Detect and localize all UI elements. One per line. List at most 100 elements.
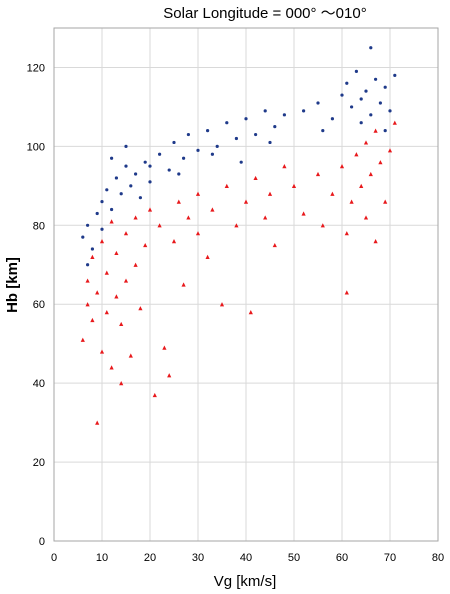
data-point-red bbox=[253, 175, 258, 181]
x-tick-label: 50 bbox=[288, 552, 300, 564]
data-point-blue bbox=[345, 81, 349, 85]
data-point-red bbox=[373, 128, 378, 133]
data-point-blue bbox=[114, 176, 118, 180]
data-point-blue bbox=[273, 125, 277, 129]
data-point-red bbox=[349, 199, 354, 204]
data-point-red bbox=[90, 317, 95, 323]
data-point-blue bbox=[369, 113, 373, 117]
data-point-red bbox=[363, 140, 369, 145]
data-point-blue bbox=[321, 129, 325, 133]
data-point-red bbox=[368, 171, 373, 177]
data-point-red bbox=[383, 199, 388, 204]
data-point-red bbox=[339, 164, 345, 169]
data-point-red bbox=[181, 282, 186, 287]
data-point-blue bbox=[244, 117, 248, 121]
data-point-red bbox=[195, 231, 201, 236]
data-point-red bbox=[267, 191, 273, 196]
data-point-red bbox=[186, 215, 191, 220]
data-point-blue bbox=[225, 121, 229, 125]
data-point-red bbox=[392, 120, 397, 125]
data-point-red bbox=[167, 373, 172, 378]
data-point-red bbox=[263, 215, 268, 220]
y-tick-labels: 0 20 40 60 80 100 120 bbox=[27, 62, 45, 548]
data-point-red bbox=[143, 242, 148, 248]
data-point-blue bbox=[148, 164, 152, 168]
data-point-blue bbox=[182, 156, 186, 160]
data-point-red bbox=[123, 231, 129, 236]
data-point-red bbox=[138, 306, 143, 311]
data-point-blue bbox=[263, 109, 267, 113]
data-point-blue bbox=[282, 113, 286, 117]
data-point-red bbox=[378, 160, 383, 165]
y-tick-label: 20 bbox=[33, 457, 45, 469]
y-tick-label: 40 bbox=[33, 378, 45, 390]
data-point-red bbox=[171, 238, 177, 244]
data-point-blue bbox=[186, 132, 190, 137]
grid bbox=[53, 28, 439, 542]
data-point-red bbox=[99, 349, 105, 354]
data-point-red bbox=[85, 302, 90, 307]
data-point-blue bbox=[95, 211, 99, 216]
data-point-blue bbox=[177, 172, 181, 176]
y-tick-label: 0 bbox=[39, 536, 45, 548]
data-point-blue bbox=[129, 184, 133, 188]
data-point-red bbox=[114, 250, 119, 256]
data-point-red bbox=[291, 183, 297, 188]
data-point-red bbox=[301, 211, 306, 216]
data-point-blue bbox=[105, 188, 109, 192]
data-point-red bbox=[210, 207, 215, 212]
data-point-red bbox=[147, 207, 153, 212]
data-point-blue bbox=[234, 136, 238, 141]
data-point-blue bbox=[148, 180, 152, 184]
data-point-blue bbox=[364, 89, 368, 93]
data-point-red bbox=[373, 238, 378, 244]
data-point-red bbox=[330, 191, 335, 196]
data-point-red bbox=[315, 171, 321, 177]
data-point-blue bbox=[172, 140, 176, 145]
data-point-red bbox=[224, 183, 229, 188]
data-point-red bbox=[162, 345, 167, 350]
x-tick-label: 0 bbox=[51, 552, 57, 564]
data-point-blue bbox=[138, 196, 142, 200]
data-point-blue bbox=[215, 144, 219, 148]
data-point-blue bbox=[100, 227, 104, 231]
x-tick-label: 60 bbox=[336, 552, 348, 564]
data-point-blue bbox=[354, 69, 358, 74]
data-point-blue bbox=[86, 263, 90, 267]
data-point-blue bbox=[143, 160, 147, 164]
data-point-blue bbox=[302, 109, 306, 113]
x-axis-label: Vg [km/s] bbox=[214, 573, 277, 590]
data-point-blue bbox=[100, 200, 104, 204]
data-point-red bbox=[90, 254, 95, 259]
series-red bbox=[80, 120, 397, 425]
y-axis-label: Hb [km] bbox=[4, 257, 21, 313]
data-point-blue bbox=[206, 129, 210, 133]
data-point-red bbox=[219, 302, 225, 307]
data-point-red bbox=[95, 420, 100, 425]
data-point-red bbox=[344, 290, 349, 295]
data-point-red bbox=[114, 294, 119, 299]
y-tick-label: 100 bbox=[27, 141, 45, 153]
data-point-red bbox=[320, 223, 325, 228]
data-point-blue bbox=[110, 156, 114, 160]
series-blue bbox=[81, 46, 397, 267]
data-point-red bbox=[109, 219, 114, 224]
x-tick-label: 30 bbox=[192, 552, 204, 564]
x-tick-labels: 0 10 20 30 40 50 60 70 80 bbox=[51, 552, 444, 564]
data-point-blue bbox=[388, 109, 392, 113]
data-point-red bbox=[104, 270, 109, 275]
data-point-red bbox=[95, 290, 100, 295]
data-point-blue bbox=[316, 101, 320, 105]
data-point-blue bbox=[369, 46, 373, 50]
y-tick-label: 80 bbox=[33, 220, 45, 232]
data-point-blue bbox=[330, 117, 334, 121]
data-point-blue bbox=[268, 140, 272, 145]
data-point-blue bbox=[239, 160, 243, 164]
data-point-red bbox=[109, 365, 114, 370]
data-point-blue bbox=[210, 152, 214, 156]
data-point-blue bbox=[167, 168, 171, 172]
data-point-blue bbox=[350, 105, 354, 109]
data-point-red bbox=[119, 381, 124, 386]
data-point-blue bbox=[90, 247, 94, 251]
